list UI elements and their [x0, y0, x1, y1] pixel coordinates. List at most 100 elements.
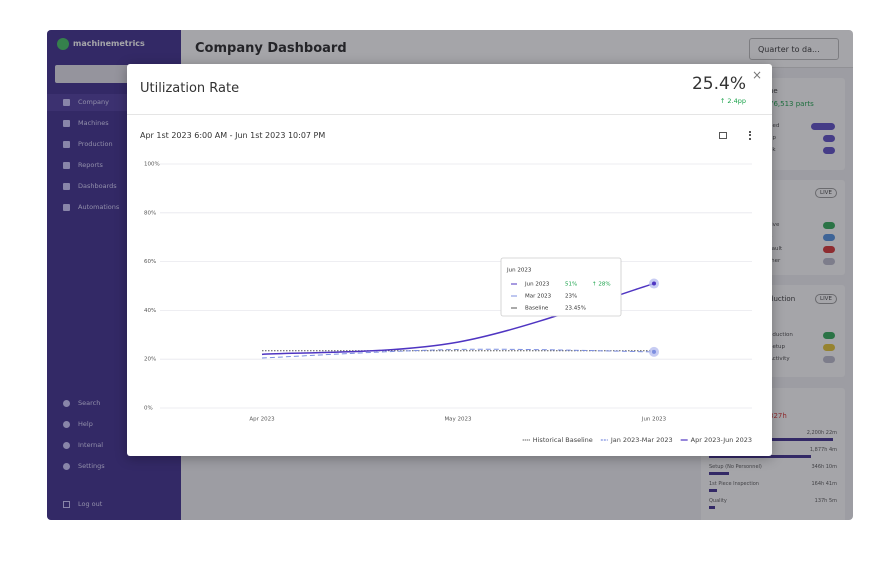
nav-label: Production: [78, 140, 113, 148]
row-label: Fault: [769, 246, 783, 252]
row-value: 2,200h 22m: [806, 430, 837, 436]
tooltip-name: Mar 2023: [525, 294, 552, 300]
bar: [709, 489, 717, 492]
nav-icon: [63, 463, 70, 470]
kpi-change: ↑ 2.4pp: [719, 97, 746, 105]
tooltip-value: 23.45%: [565, 306, 586, 312]
x-tick-label: Jun 2023: [641, 417, 667, 423]
badge: [823, 356, 835, 363]
badge: [823, 234, 835, 241]
brand: machinemetrics: [73, 39, 145, 48]
table-view-button[interactable]: [719, 132, 727, 139]
badge: [823, 222, 835, 229]
row-value: 1,877h 4m: [809, 447, 837, 453]
tooltip-value: 51%: [565, 282, 577, 288]
panel-title: duction: [769, 295, 796, 303]
nav-label: Help: [78, 420, 93, 428]
row-label: Quality: [709, 498, 727, 504]
y-tick-label: 80%: [144, 210, 156, 216]
nav-icon: [63, 204, 70, 211]
nav-icon: [63, 400, 70, 407]
nav-item[interactable]: Reports: [47, 157, 181, 174]
badge: [823, 246, 835, 253]
separator: [127, 114, 772, 115]
row-label: Setup (No Personnel): [709, 464, 762, 470]
legend-label: Apr 2023-Jun 2023: [691, 436, 752, 444]
kpi-value: 25.4%: [691, 74, 746, 94]
badge: [823, 135, 835, 142]
row-label: ned: [769, 123, 780, 129]
menu-button[interactable]: [749, 131, 751, 140]
close-button[interactable]: ×: [751, 68, 762, 82]
modal: Utilization Rate 25.4% ↑ 2.4pp × Apr 1st…: [127, 64, 772, 456]
range-select[interactable]: Quarter to da...: [749, 38, 839, 60]
chart: 0% 20% 40% 60% 80% 100% Apr 2023 May 2023 Jun 20…: [144, 162, 752, 444]
tooltip-value: 23%: [565, 294, 577, 300]
nav-item[interactable]: Production: [47, 136, 181, 153]
nav-label: Company: [78, 98, 109, 106]
badge: [823, 344, 835, 351]
x-tick-label: May 2023: [444, 417, 472, 423]
y-tick-label: 0%: [144, 406, 153, 412]
nav-item[interactable]: Machines: [47, 115, 181, 132]
tooltip-name: Baseline: [525, 306, 549, 312]
total: 827h: [769, 412, 787, 420]
nav-item[interactable]: Settings: [47, 458, 181, 475]
badge: [823, 258, 835, 265]
point: [652, 349, 656, 354]
row-label: oduction: [769, 332, 793, 338]
row-label: 1st Piece Inspection: [709, 481, 759, 487]
tooltip-change: ↑ 28%: [592, 281, 611, 288]
badge: [811, 123, 835, 130]
nav-icon: [63, 120, 70, 127]
y-tick-label: 60%: [144, 259, 156, 265]
tooltip-title: Jun 2023: [506, 268, 532, 274]
tooltip-box: [500, 257, 622, 317]
row-value: 346h 10m: [811, 464, 837, 470]
nav-item[interactable]: Automations: [47, 199, 181, 216]
panel-title: ne: [769, 87, 778, 95]
nav-label: Dashboards: [78, 182, 117, 190]
row-label: Setup: [769, 344, 786, 350]
nav-item[interactable]: Dashboards: [47, 178, 181, 195]
nav-label: Search: [78, 399, 101, 407]
nav-item[interactable]: Log out: [47, 496, 181, 513]
bar: [709, 455, 811, 458]
nav-icon: [63, 501, 70, 508]
nav-label: Settings: [78, 462, 105, 470]
bar: [709, 472, 729, 475]
row-label: tive: [769, 222, 780, 228]
badge: [823, 147, 835, 154]
row-value: 137h 5m: [814, 498, 837, 504]
nav-icon: [63, 141, 70, 148]
page-title: Company Dashboard: [195, 41, 347, 56]
logo: [57, 38, 69, 50]
nav-icon: [63, 421, 70, 428]
badge: [823, 332, 835, 339]
nav-item[interactable]: Help: [47, 416, 181, 433]
nav-item[interactable]: Search: [47, 395, 181, 412]
nav-label: Internal: [78, 441, 104, 449]
y-tick-label: 100%: [144, 162, 160, 168]
nav-icon: [63, 183, 70, 190]
nav-label: Reports: [78, 161, 103, 169]
nav-icon: [63, 99, 70, 106]
nav-icon: [63, 442, 70, 449]
y-tick-label: 20%: [144, 357, 156, 363]
row-label: ther: [769, 258, 781, 264]
modal-title: Utilization Rate: [140, 81, 240, 96]
tooltip-name: Jun 2023: [524, 282, 550, 288]
bar: [709, 506, 715, 509]
nav-item[interactable]: Internal: [47, 437, 181, 454]
nav-label: Automations: [78, 203, 120, 211]
row-label: Activity: [769, 356, 790, 362]
nav-icon: [63, 162, 70, 169]
nav-label: Log out: [78, 500, 103, 508]
legend-label: Historical Baseline: [533, 436, 593, 444]
tooltip: Jun 2023 Jun 2023 51% ↑ 28% Mar 2023 23% Basel…: [500, 257, 622, 317]
nav-label: Machines: [78, 119, 109, 127]
row-label: ok: [769, 147, 776, 153]
date-range: Apr 1st 2023 6:00 AM - Jun 1st 2023 10:0…: [140, 131, 326, 140]
